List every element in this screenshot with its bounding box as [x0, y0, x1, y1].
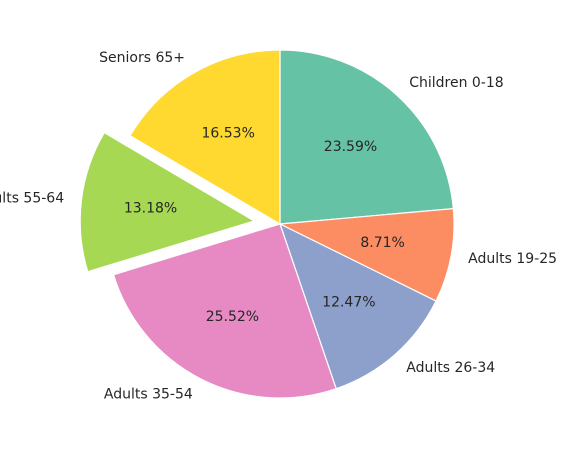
percentage-labels: 23.59% 8.71% 12.47% 25.52% 13.18% 16.53% [124, 125, 405, 325]
pct-label-adults-35-54: 25.52% [206, 309, 259, 325]
category-label-adults-26-34: Adults 26-34 [406, 360, 495, 376]
pct-label-adults-19-25: 8.71% [360, 235, 404, 251]
pct-label-adults-55-64: 13.18% [124, 201, 177, 217]
category-label-adults-19-25: Adults 19-25 [468, 251, 557, 267]
category-label-seniors-65: Seniors 65+ [99, 50, 185, 66]
slice-seniors-65 [129, 49, 281, 226]
slice-adults-55-64 [79, 131, 256, 273]
slice-adults-26-34 [278, 222, 437, 390]
slice-adults-19-25 [277, 207, 455, 302]
category-label-children-0-18: Children 0-18 [409, 75, 503, 91]
pct-label-adults-26-34: 12.47% [322, 294, 375, 310]
category-labels: Children 0-18 Adults 19-25 Adults 26-34 Adu… [0, 50, 557, 403]
category-label-adults-55-64: Adults 55-64 [0, 190, 64, 206]
slice-adults-35-54 [112, 223, 337, 399]
pct-label-children-0-18: 23.59% [324, 139, 377, 155]
slice-children-0-18 [279, 49, 454, 225]
category-label-adults-35-54: Adults 35-54 [104, 386, 193, 402]
pie-slices [79, 49, 455, 399]
pct-label-seniors-65: 16.53% [201, 125, 254, 141]
